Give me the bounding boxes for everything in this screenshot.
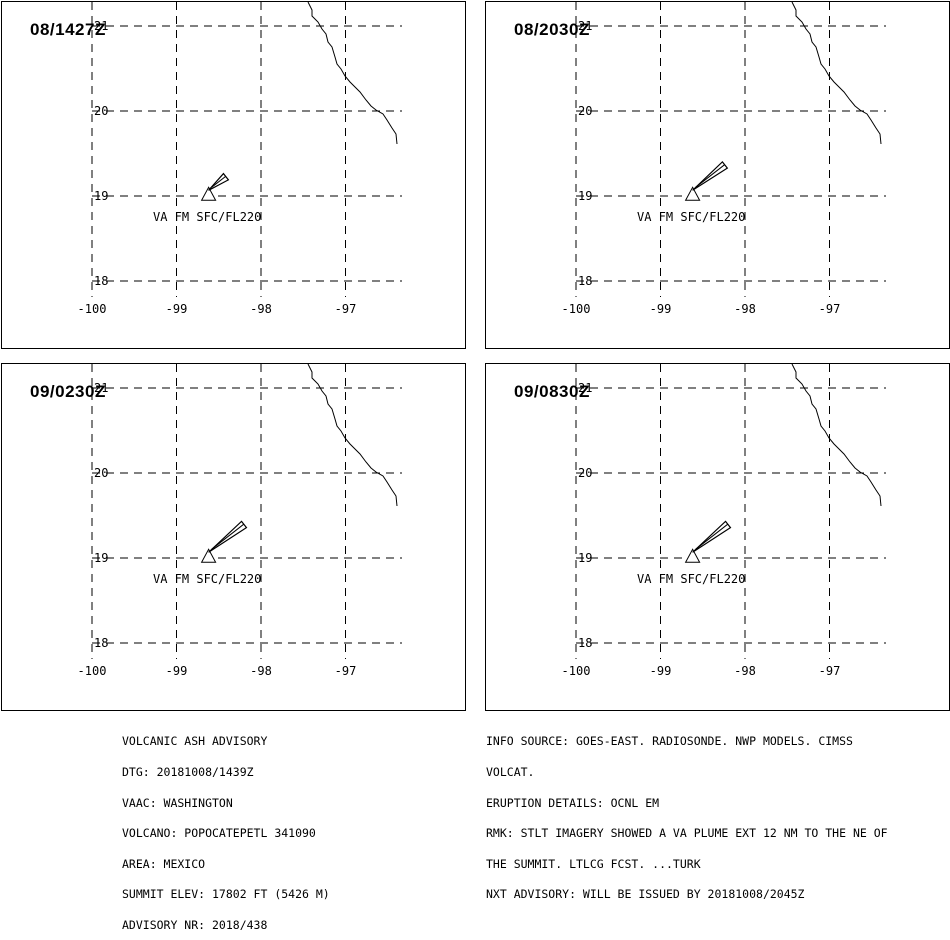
lat-tick-label: 20 — [94, 104, 108, 118]
advisory-number: ADVISORY NR: 2018/438 — [122, 918, 268, 933]
advisory-vaac: VAAC: WASHINGTON — [122, 795, 233, 810]
ash-plume-axis — [695, 164, 725, 188]
lon-tick-label: -100 — [562, 664, 591, 678]
lon-tick-label: -97 — [819, 664, 841, 678]
lon-tick-label: -99 — [166, 664, 188, 678]
next-advisory: NXT ADVISORY: WILL BE ISSUED BY 20181008… — [486, 887, 805, 902]
remarks-line-2: THE SUMMIT. LTLCG FCST. ...TURK — [486, 856, 701, 871]
remarks-line-1: RMK: STLT IMAGERY SHOWED A VA PLUME EXT … — [486, 826, 888, 841]
lat-tick-label: 21 — [578, 19, 592, 33]
coastline — [307, 364, 398, 507]
info-source-cont: VOLCAT. — [486, 765, 535, 780]
lon-tick-label: -100 — [78, 664, 107, 678]
lat-tick-label: 19 — [578, 189, 592, 203]
ash-plume-axis — [211, 523, 245, 550]
map-canvas: -100 -99 -98 -97 21 20 19 18 VA FM SFC/FL220 — [78, 364, 402, 678]
advisory-summit-elev: SUMMIT ELEV: 17802 FT (5426 M) — [122, 887, 330, 902]
lat-tick-label: 21 — [94, 19, 108, 33]
volcano-marker — [684, 186, 701, 201]
lon-tick-label: -100 — [78, 302, 107, 316]
volcano-marker — [200, 548, 217, 563]
ash-plume-axis — [211, 176, 226, 188]
lon-tick-label: -99 — [650, 302, 672, 316]
lat-tick-label: 18 — [578, 274, 592, 288]
plume-label: VA FM SFC/FL220 — [153, 572, 261, 586]
eruption-details: ERUPTION DETAILS: OCNL EM — [486, 795, 660, 810]
lon-tick-label: -97 — [335, 302, 357, 316]
info-source: INFO SOURCE: GOES-EAST. RADIOSONDE. NWP … — [486, 734, 853, 749]
map-panel-1: -100 -99 -98 -97 21 20 19 18 VA FM SFC/FL220 08/… — [1, 1, 466, 349]
lon-tick-label: -98 — [734, 302, 756, 316]
lat-tick-label: 21 — [578, 381, 592, 395]
panel-time-label: 09/0830Z — [514, 382, 590, 401]
remarks-info: INFO SOURCE: GOES-EAST. RADIOSONDE. NWP … — [486, 716, 888, 910]
map-panel-4: -100 -99 -98 -97 21 20 19 18 VA FM SFC/FL220 09/… — [485, 363, 950, 711]
advisory-volcano: VOLCANO: POPOCATEPETL 341090 — [122, 826, 316, 841]
volcano-marker — [684, 548, 701, 563]
advisory-dtg: DTG: 20181008/1439Z — [122, 765, 254, 780]
map-canvas: -100 -99 -98 -97 21 20 19 18 VA FM SFC/FL220 — [562, 364, 886, 678]
lon-tick-label: -99 — [166, 302, 188, 316]
panel-time-label: 08/1427Z — [30, 20, 106, 39]
coastline — [791, 2, 882, 145]
map-canvas: -100 -99 -98 -97 21 20 19 18 VA FM SFC/FL220 — [562, 2, 886, 316]
plume-label: VA FM SFC/FL220 — [637, 572, 745, 586]
lat-tick-label: 19 — [578, 551, 592, 565]
map-panel-2: -100 -99 -98 -97 21 20 19 18 VA FM SFC/FL220 08/… — [485, 1, 950, 349]
lon-tick-label: -98 — [250, 302, 272, 316]
lon-tick-label: -97 — [819, 302, 841, 316]
lat-tick-label: 20 — [578, 466, 592, 480]
lat-tick-label: 18 — [94, 274, 108, 288]
lon-tick-label: -98 — [250, 664, 272, 678]
panel-time-label: 08/2030Z — [514, 20, 590, 39]
advisory-header: VOLCANIC ASH ADVISORY — [122, 734, 268, 749]
advisory-area: AREA: MEXICO — [122, 856, 206, 871]
lat-tick-label: 19 — [94, 551, 108, 565]
volcano-marker — [200, 186, 217, 201]
map-canvas: -100 -99 -98 -97 21 20 19 18 VA FM SFC/FL220 — [78, 2, 402, 316]
lon-tick-label: -100 — [562, 302, 591, 316]
lat-tick-label: 21 — [94, 381, 108, 395]
lat-tick-label: 18 — [94, 636, 108, 650]
lat-tick-label: 20 — [578, 104, 592, 118]
lat-tick-label: 18 — [578, 636, 592, 650]
advisory-info: VOLCANIC ASH ADVISORY DTG: 20181008/1439… — [122, 716, 330, 940]
lat-tick-label: 20 — [94, 466, 108, 480]
coastline — [307, 2, 398, 145]
panel-time-label: 09/0230Z — [30, 382, 106, 401]
plume-label: VA FM SFC/FL220 — [637, 210, 745, 224]
lon-tick-label: -97 — [335, 664, 357, 678]
lat-tick-label: 19 — [94, 189, 108, 203]
map-panel-3: -100 -99 -98 -97 21 20 19 18 VA FM SFC/FL220 09/… — [1, 363, 466, 711]
ash-plume-axis — [695, 523, 729, 550]
plume-label: VA FM SFC/FL220 — [153, 210, 261, 224]
lon-tick-label: -99 — [650, 664, 672, 678]
lon-tick-label: -98 — [734, 664, 756, 678]
coastline — [791, 364, 882, 507]
